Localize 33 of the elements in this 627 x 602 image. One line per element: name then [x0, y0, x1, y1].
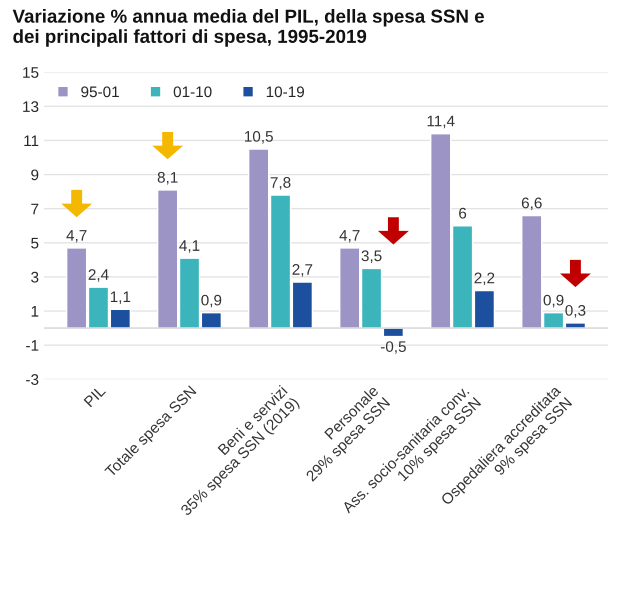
- data-label: 0,9: [201, 294, 222, 308]
- data-label: 0,3: [565, 304, 586, 318]
- y-tick-label: 7: [31, 204, 38, 214]
- data-label: 11,4: [428, 116, 455, 128]
- y-tick-label: 13: [23, 101, 38, 112]
- data-label: 3,5: [362, 250, 382, 264]
- data-label: 7,8: [270, 177, 290, 190]
- data-label: 4,1: [179, 240, 200, 253]
- data-label: 1,1: [110, 291, 130, 304]
- data-label: 10,5: [244, 130, 273, 144]
- data-label: 2,7: [292, 264, 312, 277]
- y-tick-label: 11: [24, 135, 38, 146]
- y-tick-label: -3: [26, 374, 38, 385]
- y-tick-label: 5: [31, 238, 38, 248]
- data-label: 6,6: [522, 198, 542, 210]
- data-label: 6: [459, 208, 466, 219]
- data-label: 4,7: [66, 230, 87, 243]
- y-tick-label: 15: [23, 67, 38, 78]
- x-tick-label: PIL: [84, 384, 106, 408]
- legend-label: 01-10: [174, 86, 212, 98]
- data-label: 2,2: [474, 272, 494, 286]
- data-label: 0,9: [544, 294, 564, 308]
- data-label: 8,1: [158, 172, 178, 185]
- data-label: -0,5: [380, 341, 406, 354]
- legend-label: 10-19: [266, 86, 304, 98]
- data-label: 2,4: [88, 269, 109, 282]
- y-tick-label: 1: [32, 306, 38, 317]
- chart-title: Variazione % annua media del PIL, della spesa SSN e dei principali fattori di spesa, 1995-2019: [12, 9, 484, 47]
- y-tick-label: 9: [31, 169, 38, 180]
- legend-label: 95-01: [81, 86, 119, 98]
- data-label: 4,7: [339, 230, 360, 243]
- y-tick-label: -1: [26, 340, 38, 351]
- y-tick-label: 3: [31, 272, 38, 283]
